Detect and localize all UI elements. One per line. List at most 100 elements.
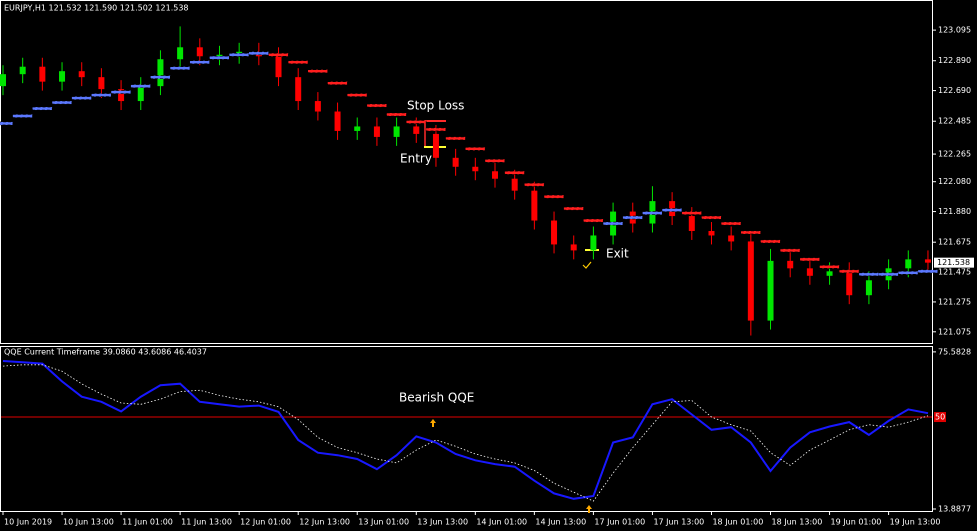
candle-body xyxy=(334,111,341,131)
annotation: Entry xyxy=(400,152,432,166)
x-tick-label: 19 Jun 13:00 xyxy=(890,518,941,527)
trend-dot xyxy=(661,208,683,212)
candle-body xyxy=(865,280,872,296)
trend-dot xyxy=(386,112,407,117)
x-tick-label: 14 Jun 01:00 xyxy=(476,518,527,527)
candle-body xyxy=(905,259,912,269)
trend-dot xyxy=(760,239,781,244)
qqe-frame xyxy=(0,346,933,512)
candle-body xyxy=(531,190,538,221)
trend-dot xyxy=(169,66,191,71)
trend-dot xyxy=(406,120,427,124)
trend-dot xyxy=(0,121,14,126)
candle-body xyxy=(216,54,223,57)
annotation: Stop Loss xyxy=(407,99,464,113)
y-tick-label: 122.080 xyxy=(938,177,971,186)
trend-dot xyxy=(248,51,269,56)
trend-dot xyxy=(465,147,486,151)
x-tick-label: 17 Jun 13:00 xyxy=(653,518,704,527)
candle-body xyxy=(39,66,46,82)
y-tick-label: 121.475 xyxy=(938,268,971,277)
x-tick-label: 14 Jun 13:00 xyxy=(535,518,586,527)
trend-dot xyxy=(740,230,761,235)
candle-body xyxy=(177,47,184,60)
trend-dot xyxy=(327,81,348,85)
candle-body xyxy=(196,47,203,57)
trend-dot xyxy=(51,100,73,105)
candle-body xyxy=(767,260,774,321)
trend-dot xyxy=(563,206,584,211)
trend-dot xyxy=(602,221,624,226)
candle-body xyxy=(432,133,439,158)
trend-dot xyxy=(819,265,840,269)
candle-body xyxy=(728,235,735,242)
trade-markers xyxy=(424,120,599,513)
trend-dot xyxy=(721,221,742,226)
candle-body xyxy=(924,259,931,263)
y-tick-label: 121.275 xyxy=(938,297,971,306)
candle-body xyxy=(59,71,66,82)
trend-dot xyxy=(209,55,230,60)
candle-body xyxy=(78,71,85,78)
y-tick-label: 75.5828 xyxy=(938,347,971,356)
candle-body xyxy=(511,178,518,191)
candle-body xyxy=(157,59,164,87)
candle-body xyxy=(19,66,26,75)
candle-body xyxy=(747,241,754,321)
candle-body xyxy=(551,220,558,245)
candle-body xyxy=(118,89,125,102)
candle-body xyxy=(314,101,321,112)
candle-body xyxy=(472,166,479,172)
candle-body xyxy=(492,171,498,179)
candle-body xyxy=(806,268,813,276)
trend-dot xyxy=(524,182,545,187)
x-tick-label: 10 Jun 2019 xyxy=(4,518,52,527)
annotation: Exit xyxy=(606,247,629,261)
annotation: Bearish QQE xyxy=(399,391,474,405)
qqe-line xyxy=(2,360,929,500)
trend-dot xyxy=(701,215,722,220)
trend-dot xyxy=(268,52,289,57)
trend-dot xyxy=(839,269,860,274)
candle-body xyxy=(688,216,695,231)
signal-arrow xyxy=(430,419,436,427)
trend-dot xyxy=(425,127,447,132)
exit-check xyxy=(582,261,592,269)
trend-dot xyxy=(484,158,506,163)
candle-body xyxy=(98,77,105,90)
trend-dot xyxy=(504,170,525,175)
candle-body xyxy=(295,77,302,102)
trend-dot xyxy=(32,106,53,111)
candle-body xyxy=(787,260,794,269)
trend-dot xyxy=(917,269,939,274)
x-tick-label: 18 Jun 01:00 xyxy=(712,518,763,527)
trend-dot xyxy=(130,84,151,88)
trend-dot xyxy=(307,69,329,73)
candle-body xyxy=(275,56,282,78)
candle-body xyxy=(452,157,459,167)
last-price-label: 121.538 xyxy=(937,258,970,267)
x-tick-label: 12 Jun 13:00 xyxy=(299,518,350,527)
trend-dot xyxy=(229,52,250,57)
y-tick-label: 121.675 xyxy=(938,238,971,247)
candle-body xyxy=(708,230,715,236)
candle-body xyxy=(137,86,144,102)
trend-dot xyxy=(543,194,565,199)
trend-dot xyxy=(642,211,663,215)
level-box xyxy=(934,412,946,423)
x-tick-label: 13 Jun 13:00 xyxy=(417,518,468,527)
y-tick-label: 122.690 xyxy=(938,86,971,95)
y-tick-label: 122.485 xyxy=(938,117,971,126)
trend-dot xyxy=(799,257,821,262)
candle-body xyxy=(413,126,420,134)
trend-dot xyxy=(780,248,801,253)
trend-dot xyxy=(681,211,702,215)
candle-body xyxy=(846,271,853,296)
trend-dot xyxy=(150,75,171,79)
trend-dot xyxy=(347,93,368,97)
candle-body xyxy=(570,244,577,251)
y-tick-label: 122.890 xyxy=(938,56,971,65)
trend-dot xyxy=(110,90,132,94)
